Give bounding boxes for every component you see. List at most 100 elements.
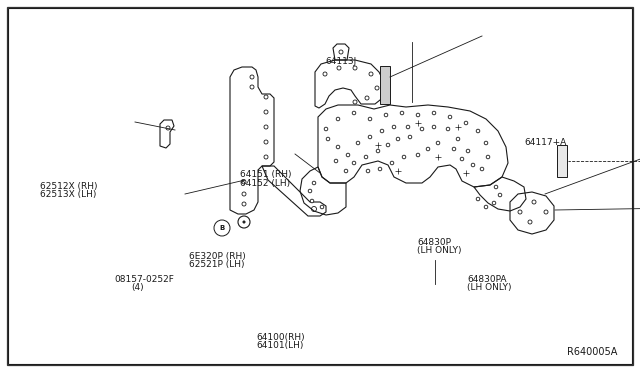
Circle shape [528, 220, 532, 224]
Circle shape [432, 111, 436, 115]
Text: 64830PA: 64830PA [467, 275, 507, 283]
Text: 64151 (RH): 64151 (RH) [240, 170, 291, 179]
Circle shape [264, 110, 268, 114]
Circle shape [380, 129, 384, 133]
Circle shape [166, 126, 170, 130]
Bar [557, 145, 567, 177]
Circle shape [384, 113, 388, 117]
Circle shape [352, 111, 356, 115]
Text: 64830P: 64830P [417, 238, 451, 247]
Circle shape [264, 95, 268, 99]
Circle shape [400, 111, 404, 115]
Circle shape [420, 127, 424, 131]
Circle shape [308, 189, 312, 193]
Circle shape [336, 117, 340, 121]
Circle shape [464, 121, 468, 125]
Circle shape [346, 153, 350, 157]
Circle shape [242, 192, 246, 196]
Circle shape [486, 155, 490, 159]
Circle shape [476, 129, 480, 133]
Circle shape [243, 221, 245, 223]
Circle shape [452, 147, 456, 151]
Text: 62521P (LH): 62521P (LH) [189, 260, 244, 269]
Circle shape [426, 147, 430, 151]
Circle shape [353, 66, 357, 70]
Circle shape [344, 169, 348, 173]
Circle shape [326, 137, 330, 141]
Text: 64117+A: 64117+A [525, 138, 567, 147]
Circle shape [376, 149, 380, 153]
Circle shape [250, 85, 254, 89]
Circle shape [324, 127, 328, 131]
Text: 08157-0252F: 08157-0252F [114, 275, 174, 284]
Text: R640005A: R640005A [567, 347, 618, 356]
Circle shape [378, 167, 382, 171]
Circle shape [498, 193, 502, 197]
Circle shape [264, 125, 268, 129]
Circle shape [392, 125, 396, 129]
Circle shape [471, 163, 475, 167]
Circle shape [242, 180, 246, 184]
Circle shape [402, 155, 406, 159]
Circle shape [466, 149, 470, 153]
Circle shape [476, 197, 480, 201]
Circle shape [312, 181, 316, 185]
Circle shape [356, 141, 360, 145]
Text: 64113J: 64113J [325, 57, 356, 66]
Circle shape [544, 210, 548, 214]
Circle shape [320, 205, 324, 209]
Text: 6E320P (RH): 6E320P (RH) [189, 252, 246, 261]
Text: 64152 (LH): 64152 (LH) [240, 179, 290, 188]
Circle shape [416, 113, 420, 117]
Circle shape [432, 125, 436, 129]
Circle shape [406, 125, 410, 129]
Text: 62512X (RH): 62512X (RH) [40, 182, 97, 190]
Circle shape [339, 50, 343, 54]
Circle shape [264, 140, 268, 144]
Circle shape [448, 115, 452, 119]
Circle shape [334, 159, 338, 163]
Circle shape [446, 127, 450, 131]
Circle shape [480, 167, 484, 171]
Text: B: B [220, 225, 225, 231]
Circle shape [390, 161, 394, 165]
Circle shape [337, 66, 341, 70]
Text: 64101(LH): 64101(LH) [256, 341, 303, 350]
Circle shape [353, 100, 357, 104]
Circle shape [312, 206, 317, 212]
Circle shape [364, 155, 368, 159]
Circle shape [416, 153, 420, 157]
Circle shape [250, 75, 254, 79]
Circle shape [408, 135, 412, 139]
Circle shape [368, 135, 372, 139]
Text: (LH ONLY): (LH ONLY) [467, 283, 512, 292]
Circle shape [242, 202, 246, 206]
Circle shape [532, 200, 536, 204]
Circle shape [369, 72, 373, 76]
Circle shape [460, 157, 464, 161]
Circle shape [386, 143, 390, 147]
Circle shape [436, 141, 440, 145]
Circle shape [310, 199, 314, 203]
Circle shape [494, 185, 498, 189]
Text: 64100(RH): 64100(RH) [256, 333, 305, 342]
Circle shape [238, 216, 250, 228]
Text: (4): (4) [131, 283, 144, 292]
Circle shape [518, 210, 522, 214]
Text: (LH ONLY): (LH ONLY) [417, 246, 462, 255]
Circle shape [366, 169, 370, 173]
Circle shape [323, 72, 327, 76]
Circle shape [396, 137, 400, 141]
Text: 62513X (LH): 62513X (LH) [40, 190, 96, 199]
Circle shape [484, 141, 488, 145]
Circle shape [336, 145, 340, 149]
Circle shape [368, 117, 372, 121]
Circle shape [456, 137, 460, 141]
Bar [380, 66, 390, 104]
Circle shape [264, 155, 268, 159]
Circle shape [492, 201, 496, 205]
Circle shape [365, 96, 369, 100]
Circle shape [484, 205, 488, 209]
Circle shape [352, 161, 356, 165]
Circle shape [375, 86, 379, 90]
